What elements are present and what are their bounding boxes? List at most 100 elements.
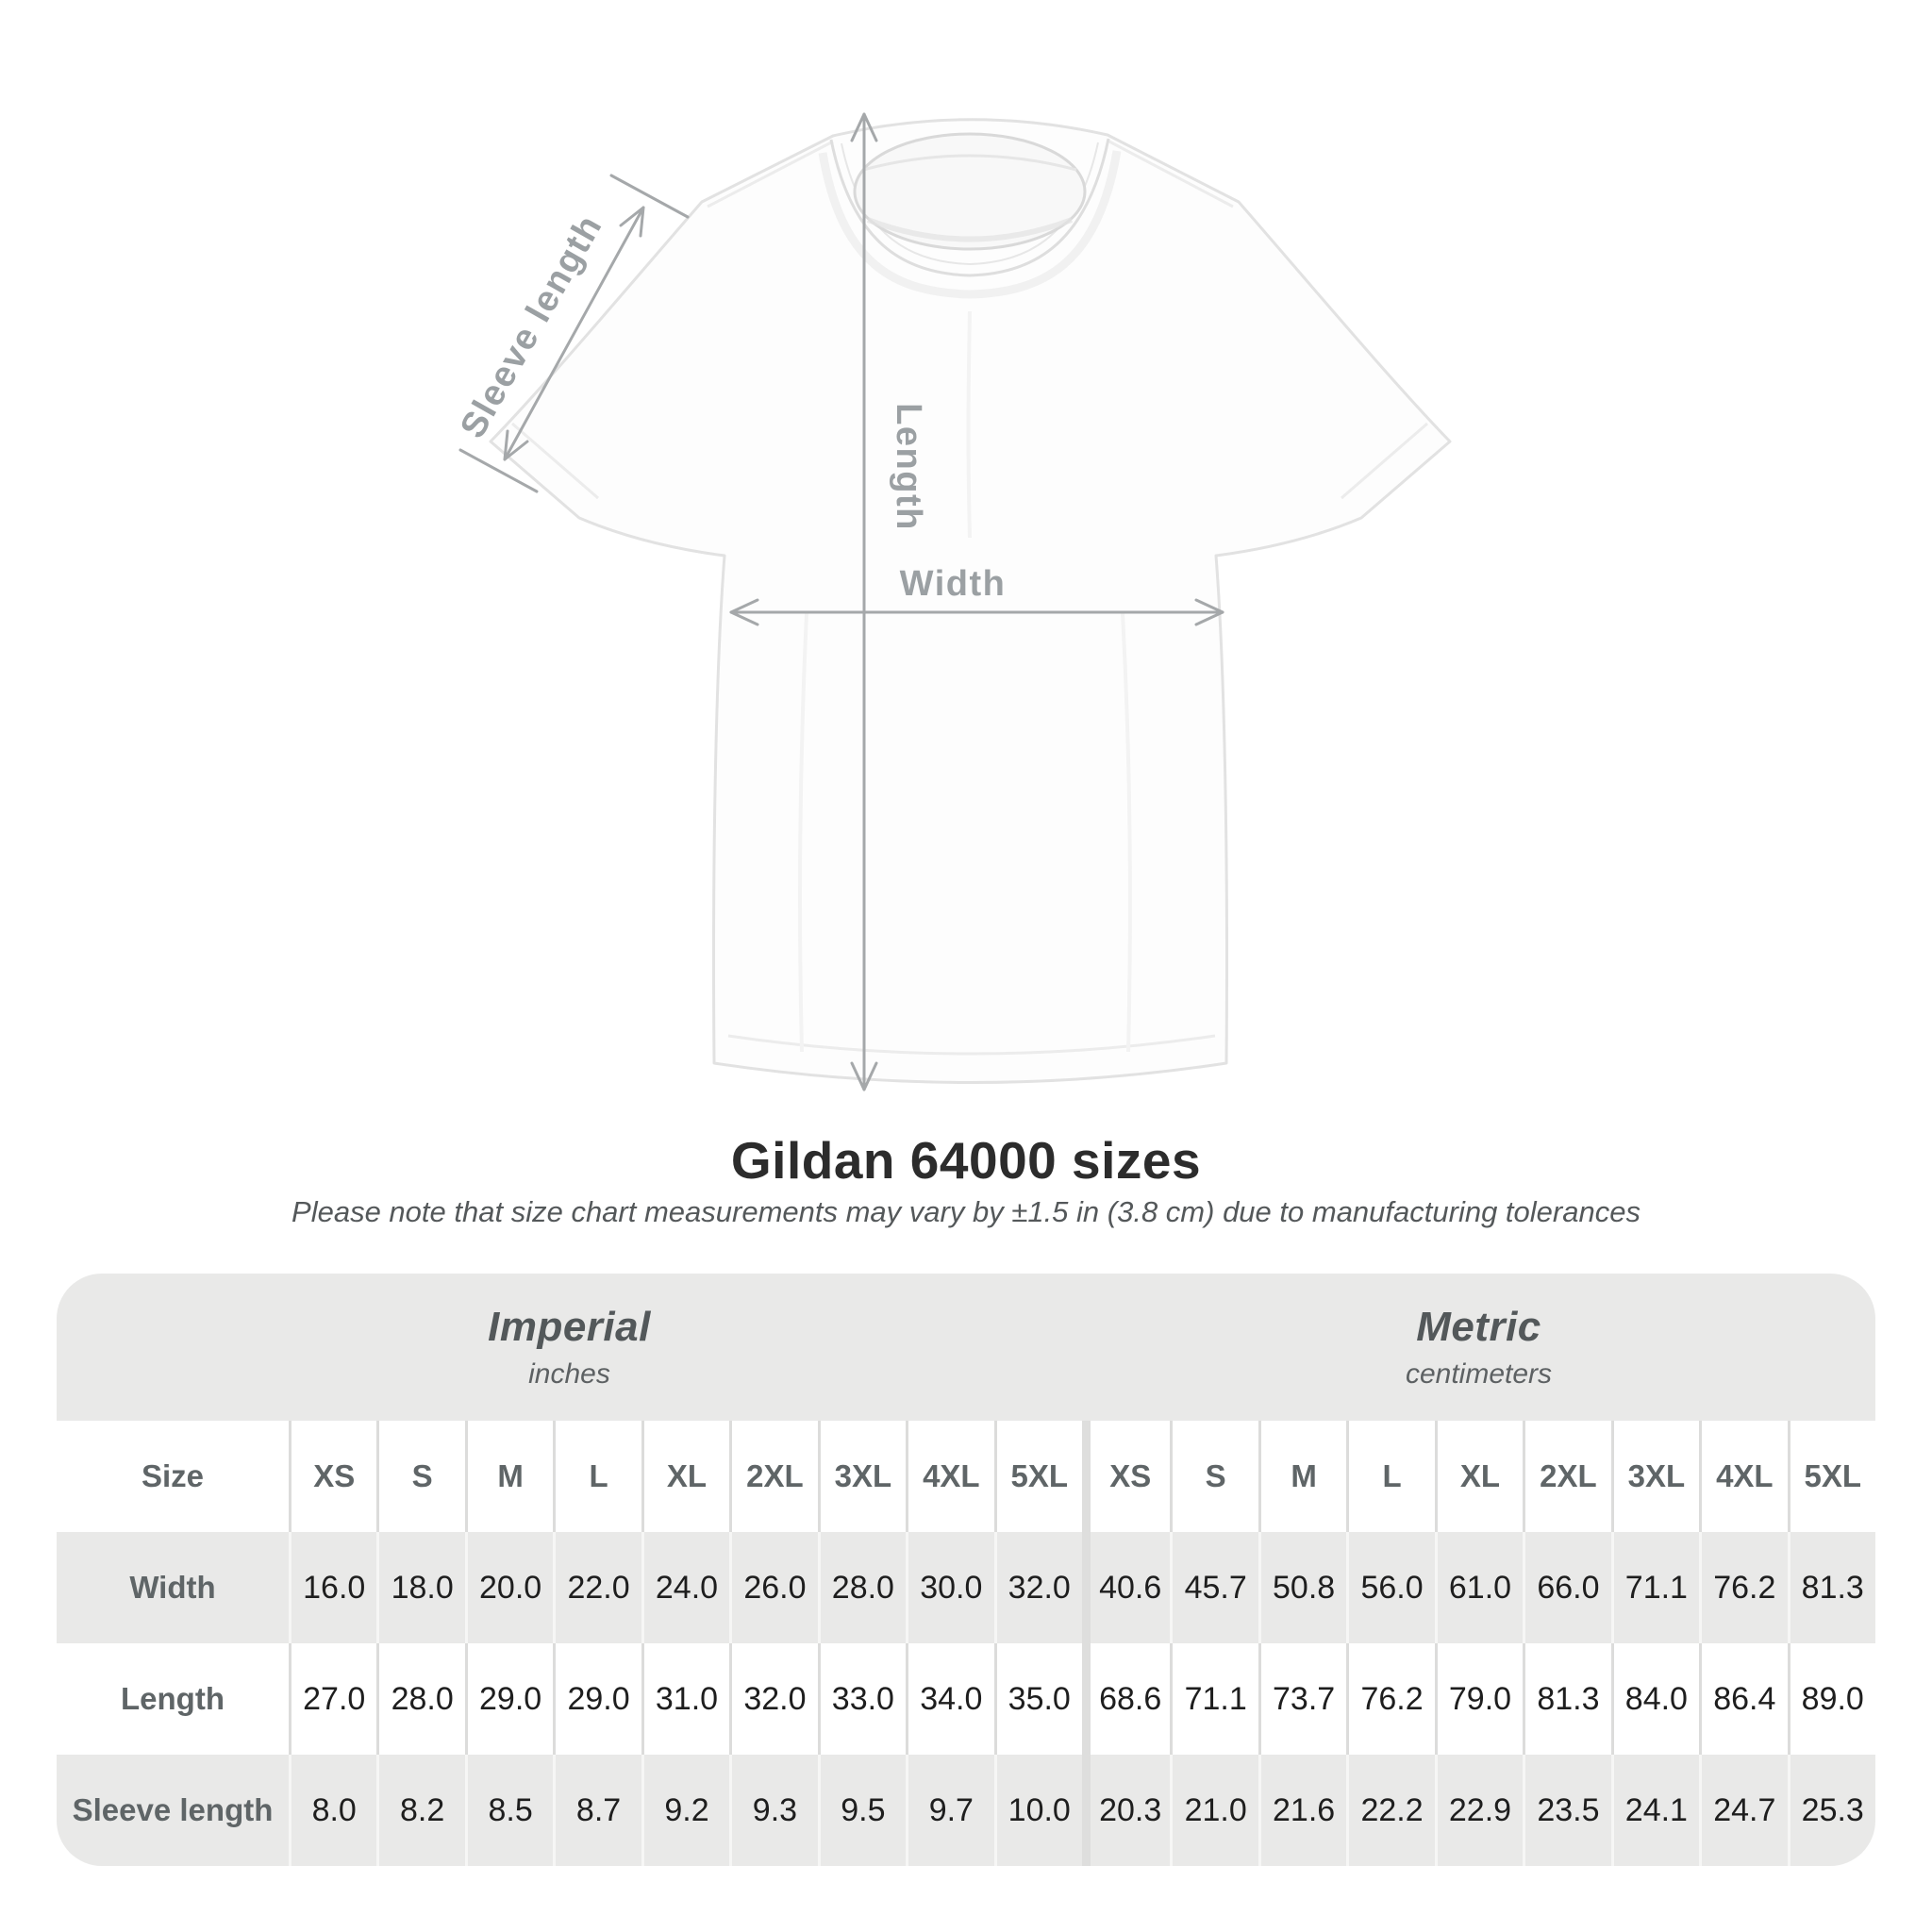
- value-cell-metric: 81.3: [1523, 1643, 1611, 1755]
- value-cell-metric: 76.2: [1699, 1532, 1788, 1643]
- row-label: Length: [57, 1643, 289, 1755]
- row-label: Sleeve length: [57, 1755, 289, 1866]
- value-cell-metric: 22.2: [1346, 1755, 1435, 1866]
- value-cell-imperial: 34.0: [906, 1643, 994, 1755]
- imperial-header-group: Imperial inches: [57, 1304, 1082, 1391]
- value-cell-imperial: 33.0: [817, 1643, 907, 1755]
- value-cell-metric: 20.3: [1081, 1755, 1171, 1866]
- size-column-header-imperial: XS: [289, 1421, 377, 1532]
- value-cell-imperial: 30.0: [906, 1532, 994, 1643]
- size-column-header-imperial: XL: [641, 1421, 730, 1532]
- size-column-header-metric: L: [1346, 1421, 1435, 1532]
- value-cell-imperial: 9.3: [729, 1755, 818, 1866]
- collar-opening: [853, 132, 1087, 251]
- value-cell-metric: 84.0: [1610, 1643, 1700, 1755]
- value-cell-imperial: 28.0: [376, 1643, 465, 1755]
- value-cell-imperial: 31.0: [641, 1643, 730, 1755]
- value-cell-imperial: 8.0: [289, 1755, 377, 1866]
- collar-shadow: [818, 150, 1122, 299]
- value-cell-imperial: 27.0: [289, 1643, 377, 1755]
- units-header-band: Imperial inches Metric centimeters: [57, 1274, 1875, 1421]
- fabric-fold-left: [797, 612, 808, 1053]
- size-column-header-imperial: 2XL: [729, 1421, 818, 1532]
- page-title: Gildan 64000 sizes: [730, 1131, 1202, 1190]
- size-column-header-metric: M: [1257, 1421, 1347, 1532]
- value-cell-metric: 25.3: [1787, 1755, 1875, 1866]
- value-cell-metric: 73.7: [1257, 1643, 1347, 1755]
- imperial-label: Imperial: [488, 1304, 651, 1350]
- value-cell-metric: 81.3: [1787, 1532, 1875, 1643]
- value-cell-imperial: 16.0: [289, 1532, 377, 1643]
- size-column-header-metric: 4XL: [1699, 1421, 1788, 1532]
- collar-inner-shadow: [866, 217, 1074, 242]
- value-cell-imperial: 8.5: [464, 1755, 554, 1866]
- value-cell-metric: 24.1: [1610, 1755, 1700, 1866]
- tshirt-graphic: [489, 118, 1452, 1084]
- shoulder-seam-right: [1107, 139, 1234, 208]
- value-cell-metric: 71.1: [1610, 1532, 1700, 1643]
- sleeve-dimension-line: [458, 174, 690, 493]
- value-cell-metric: 86.4: [1699, 1643, 1788, 1755]
- value-cell-imperial: 28.0: [817, 1532, 907, 1643]
- size-corner-header: Size: [57, 1421, 289, 1532]
- fabric-fold-right: [1121, 612, 1132, 1053]
- metric-label: Metric: [1416, 1304, 1541, 1350]
- width-dimension-label: Width: [900, 564, 1007, 604]
- size-column-header-imperial: 4XL: [906, 1421, 994, 1532]
- value-cell-imperial: 9.2: [641, 1755, 730, 1866]
- metric-unit-label: centimeters: [1405, 1358, 1553, 1390]
- value-cell-metric: 66.0: [1523, 1532, 1611, 1643]
- size-column-header-metric: XS: [1081, 1421, 1171, 1532]
- value-cell-metric: 21.6: [1257, 1755, 1347, 1866]
- value-cell-imperial: 9.5: [817, 1755, 907, 1866]
- value-cell-metric: 68.6: [1081, 1643, 1171, 1755]
- size-column-header-metric: S: [1170, 1421, 1258, 1532]
- value-cell-imperial: 18.0: [376, 1532, 465, 1643]
- fabric-fold-center: [966, 310, 972, 539]
- value-cell-metric: 76.2: [1346, 1643, 1435, 1755]
- value-cell-imperial: 26.0: [729, 1532, 818, 1643]
- length-dimension-line: [850, 112, 878, 1091]
- value-cell-imperial: 24.0: [641, 1532, 730, 1643]
- size-column-header-imperial: 3XL: [817, 1421, 907, 1532]
- bottom-hem-stitch: [727, 1034, 1216, 1056]
- size-column-header-metric: 3XL: [1610, 1421, 1700, 1532]
- size-column-header-imperial: M: [464, 1421, 554, 1532]
- value-cell-metric: 89.0: [1787, 1643, 1875, 1755]
- value-cell-metric: 61.0: [1434, 1532, 1524, 1643]
- value-cell-imperial: 35.0: [993, 1643, 1082, 1755]
- value-cell-imperial: 29.0: [553, 1643, 641, 1755]
- metric-header-group: Metric centimeters: [1082, 1304, 1875, 1391]
- value-cell-metric: 22.9: [1434, 1755, 1524, 1866]
- shoulder-seam-left: [707, 140, 834, 208]
- imperial-unit-label: inches: [528, 1358, 610, 1390]
- sleeve-hem-right: [1341, 422, 1428, 500]
- value-cell-metric: 45.7: [1170, 1532, 1258, 1643]
- value-cell-imperial: 32.0: [729, 1643, 818, 1755]
- size-column-header-metric: 2XL: [1523, 1421, 1611, 1532]
- size-column-header-metric: 5XL: [1787, 1421, 1875, 1532]
- value-cell-metric: 79.0: [1434, 1643, 1524, 1755]
- value-cell-metric: 56.0: [1346, 1532, 1435, 1643]
- tolerance-note: Please note that size chart measurements…: [291, 1195, 1641, 1228]
- row-label: Width: [57, 1532, 289, 1643]
- value-cell-imperial: 8.2: [376, 1755, 465, 1866]
- tshirt-measurement-diagram: Sleeve length Length Width: [453, 112, 1452, 1091]
- size-column-header-imperial: 5XL: [993, 1421, 1082, 1532]
- length-dimension-label: Length: [889, 403, 928, 531]
- size-column-header-imperial: S: [376, 1421, 465, 1532]
- collar-rib-outer: [829, 138, 1110, 277]
- size-chart-table: Imperial inches Metric centimeters Size X…: [57, 1274, 1875, 1866]
- value-cell-imperial: 20.0: [464, 1532, 554, 1643]
- value-cell-imperial: 29.0: [464, 1643, 554, 1755]
- size-column-header-imperial: L: [553, 1421, 641, 1532]
- width-dimension-line: [729, 598, 1224, 626]
- value-cell-metric: 71.1: [1170, 1643, 1258, 1755]
- value-cell-imperial: 10.0: [993, 1755, 1082, 1866]
- value-cell-imperial: 8.7: [553, 1755, 641, 1866]
- value-cell-metric: 21.0: [1170, 1755, 1258, 1866]
- value-cell-metric: 23.5: [1523, 1755, 1611, 1866]
- value-cell-imperial: 9.7: [906, 1755, 994, 1866]
- tshirt-silhouette: [489, 118, 1452, 1084]
